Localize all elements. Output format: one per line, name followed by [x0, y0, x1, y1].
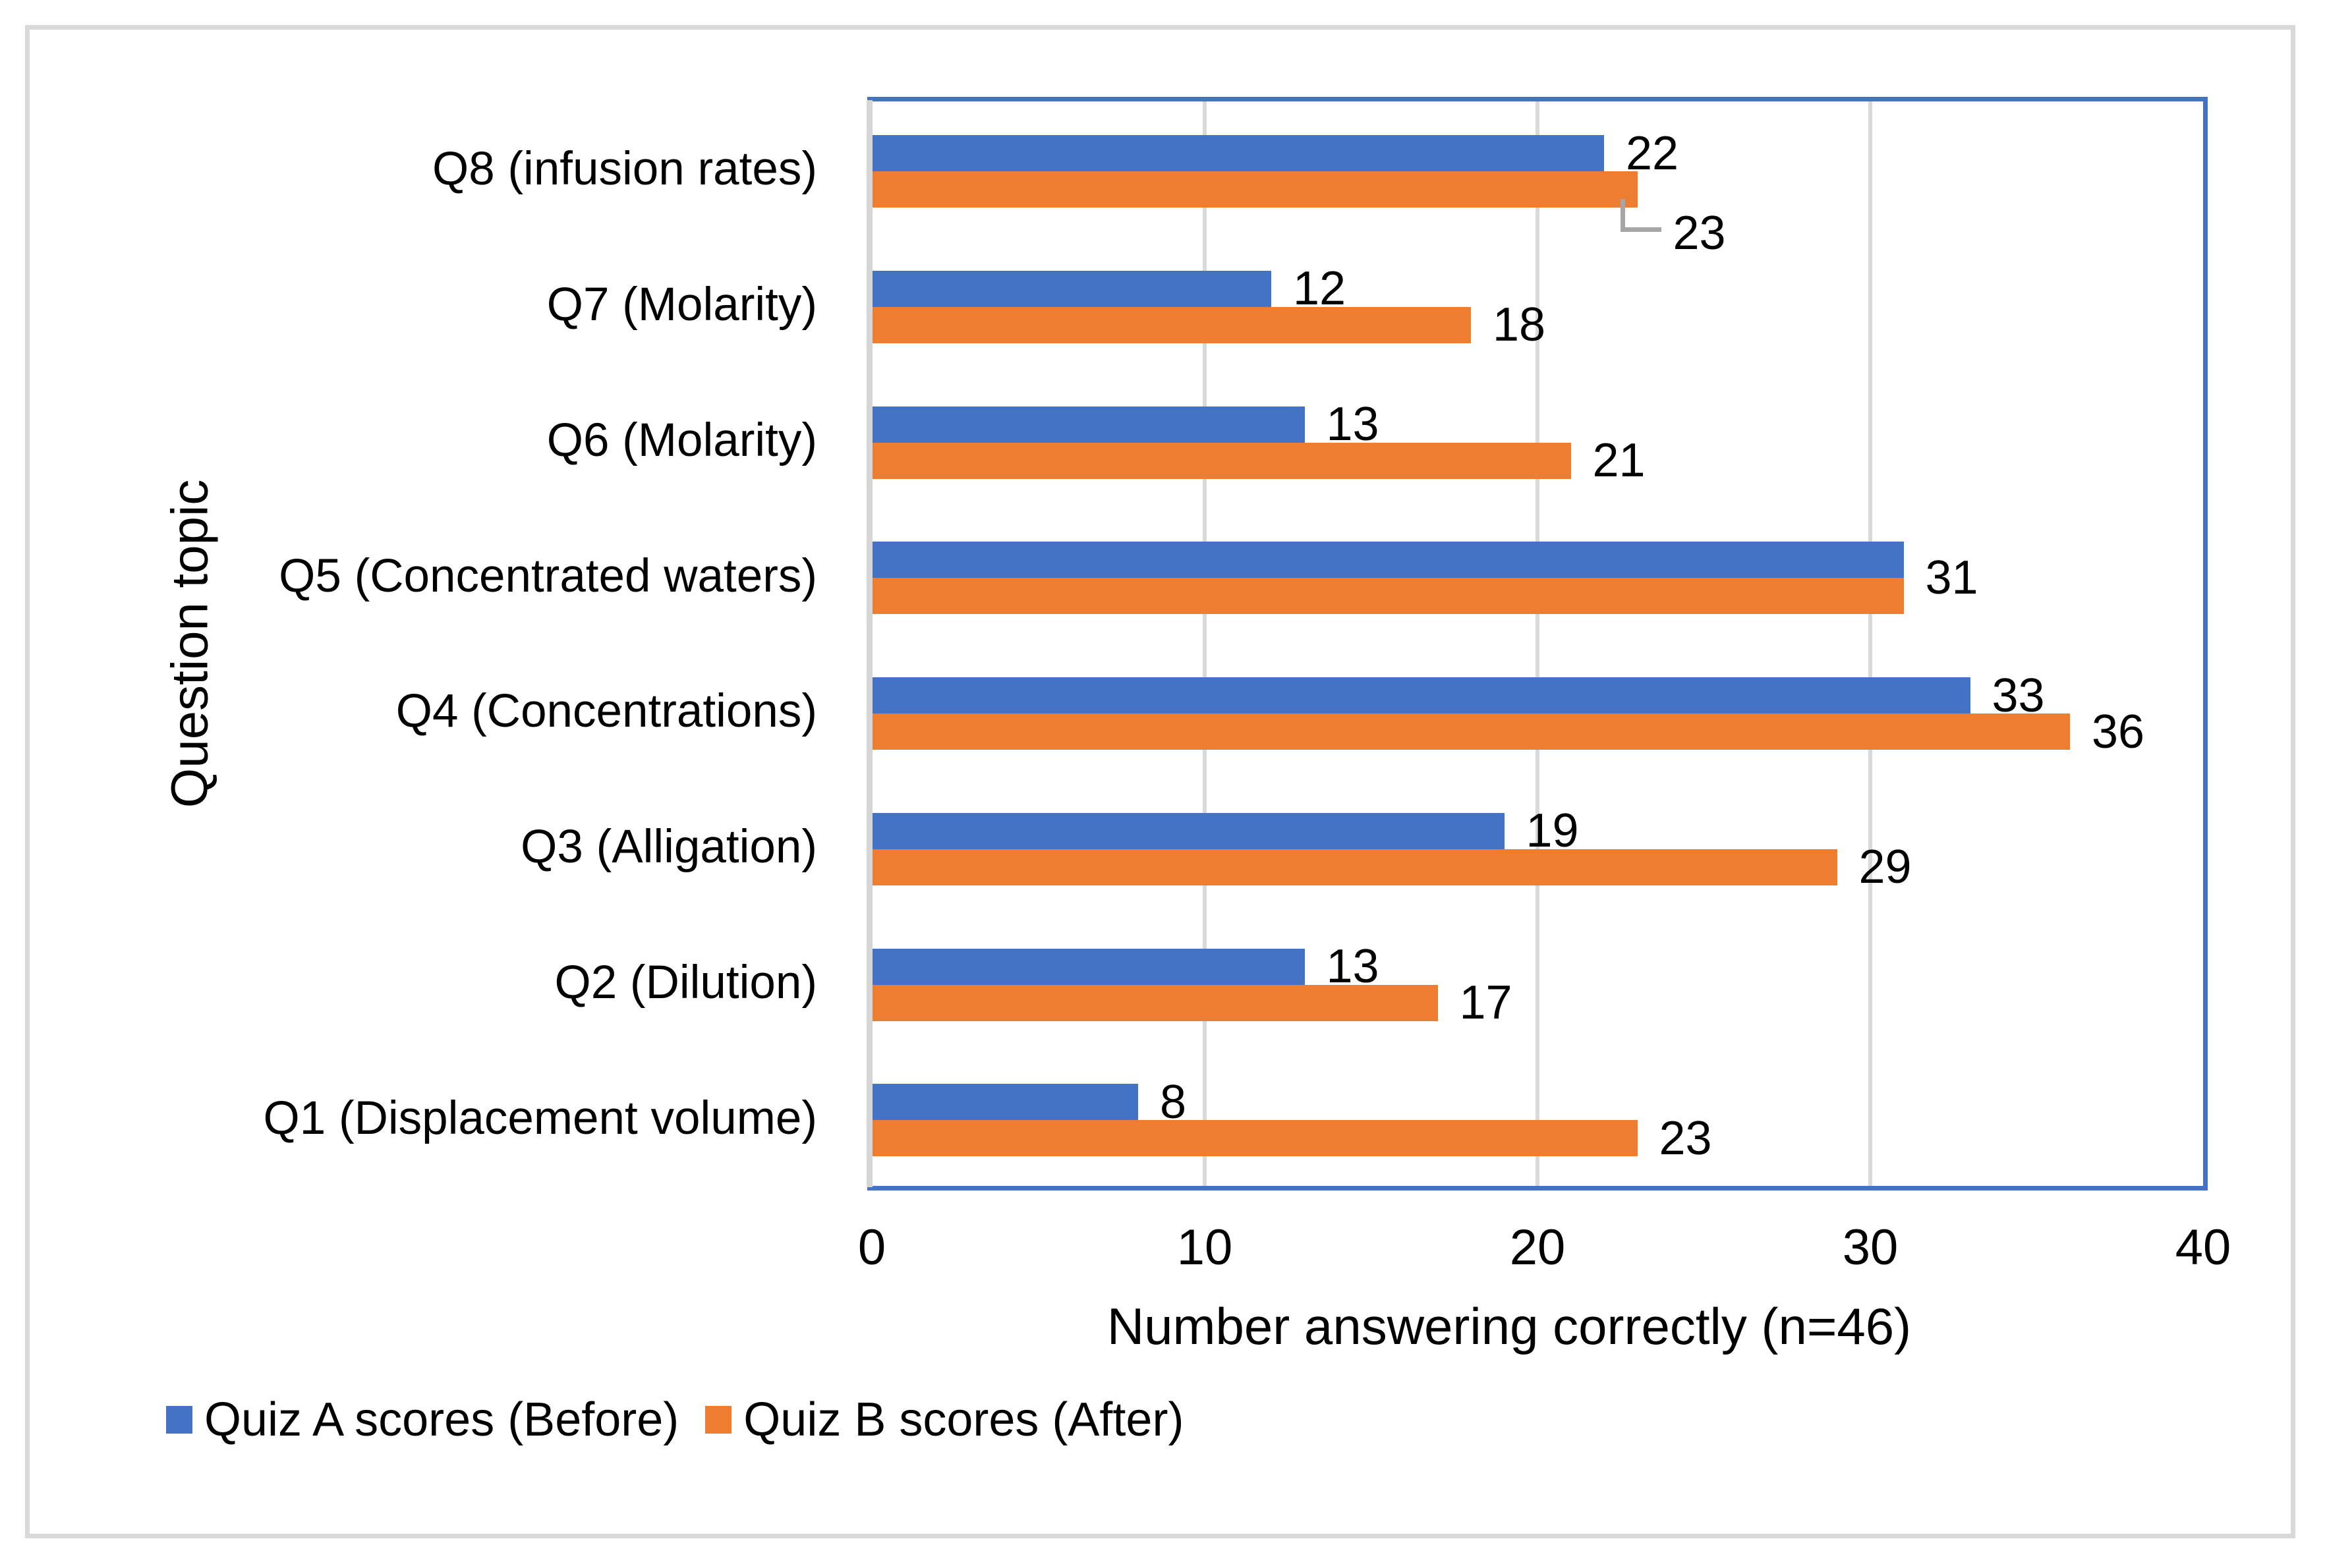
leader-line-horizontal — [1620, 227, 1661, 232]
category-label: Q8 (infusion rates) — [432, 143, 817, 196]
data-label: 23 — [1673, 207, 1726, 260]
category-label: Q4 (Concentrations) — [395, 685, 817, 738]
bar-quiz-a-before — [872, 542, 1904, 578]
plot-area: 22 23 12 18 13 21 31 33 36 19 29 13 17 8 23 — [867, 100, 2203, 1187]
x-axis-title: Number answering correctly (n=46) — [1106, 1297, 1912, 1355]
data-label: 13 — [1326, 940, 1379, 993]
legend-swatch-quiz-a-icon — [166, 1406, 192, 1434]
legend-item-quiz-a: Quiz A scores (Before) — [166, 1391, 679, 1448]
category-label: Q5 (Concentrated waters) — [279, 549, 817, 602]
legend-item-quiz-b: Quiz B scores (After) — [705, 1391, 1184, 1448]
data-label: 36 — [2092, 705, 2145, 758]
x-axis-tick-label: 20 — [1509, 1219, 1566, 1275]
bar-quiz-a-before — [872, 406, 1305, 443]
legend-label-quiz-b: Quiz B scores (After) — [743, 1393, 1184, 1446]
major-gridline — [1536, 101, 1539, 1186]
bar-quiz-b-after — [872, 442, 1571, 479]
bar-quiz-a-before — [872, 135, 1604, 171]
data-label: 23 — [1659, 1111, 1712, 1165]
data-label: 33 — [1992, 669, 2045, 722]
bar-quiz-b-after — [872, 171, 1638, 208]
data-label: 21 — [1592, 434, 1646, 487]
bar-quiz-b-after — [872, 306, 1471, 343]
data-label: 31 — [1925, 551, 1978, 605]
category-label: Q3 (Alligation) — [521, 821, 817, 874]
figure-outer-border — [25, 25, 2295, 1538]
data-label: 19 — [1526, 804, 1579, 858]
legend: Quiz A scores (Before) Quiz B scores (Af… — [166, 1391, 1184, 1448]
data-label: 12 — [1293, 262, 1346, 316]
bar-quiz-b-after — [872, 1120, 1638, 1157]
y-axis-line — [867, 100, 873, 1187]
category-label: Q2 (Dilution) — [554, 956, 817, 1009]
category-axis-labels: Q8 (infusion rates) Q7 (Molarity) Q6 (Mola… — [0, 101, 849, 1186]
bar-quiz-a-before — [872, 1084, 1138, 1121]
legend-swatch-quiz-b-icon — [705, 1406, 732, 1434]
bar-quiz-a-before — [872, 948, 1305, 985]
data-label: 17 — [1459, 976, 1512, 1029]
major-gridline — [1203, 101, 1207, 1186]
x-axis-tick-labels: 0 10 20 30 40 — [858, 1219, 2231, 1282]
data-label: 18 — [1493, 298, 1546, 352]
bar-quiz-b-after — [872, 849, 1837, 885]
bar-quiz-b-after — [872, 714, 2070, 750]
legend-label-quiz-a: Quiz A scores (Before) — [204, 1393, 679, 1446]
bar-quiz-a-before — [872, 677, 1970, 714]
x-axis-tick-label: 30 — [1842, 1219, 1899, 1275]
data-label: 22 — [1626, 126, 1679, 180]
major-gridline — [1868, 101, 1872, 1186]
category-label: Q1 (Displacement volume) — [263, 1092, 817, 1144]
x-axis-tick-label: 10 — [1176, 1219, 1233, 1275]
data-label: 8 — [1160, 1075, 1187, 1129]
y-axis-title: Question topic — [160, 479, 219, 808]
bar-quiz-a-before — [872, 812, 1505, 849]
data-label: 13 — [1326, 398, 1379, 451]
category-label: Q6 (Molarity) — [546, 414, 817, 466]
data-label: 29 — [1858, 841, 1912, 894]
x-axis-tick-label: 0 — [857, 1219, 886, 1275]
bar-quiz-b-after — [872, 578, 1904, 615]
category-label: Q7 (Molarity) — [546, 279, 817, 331]
x-axis-tick-label: 40 — [2175, 1219, 2231, 1275]
bar-quiz-b-after — [872, 984, 1438, 1021]
leader-line-vertical — [1620, 199, 1625, 232]
bar-quiz-a-before — [872, 270, 1271, 307]
